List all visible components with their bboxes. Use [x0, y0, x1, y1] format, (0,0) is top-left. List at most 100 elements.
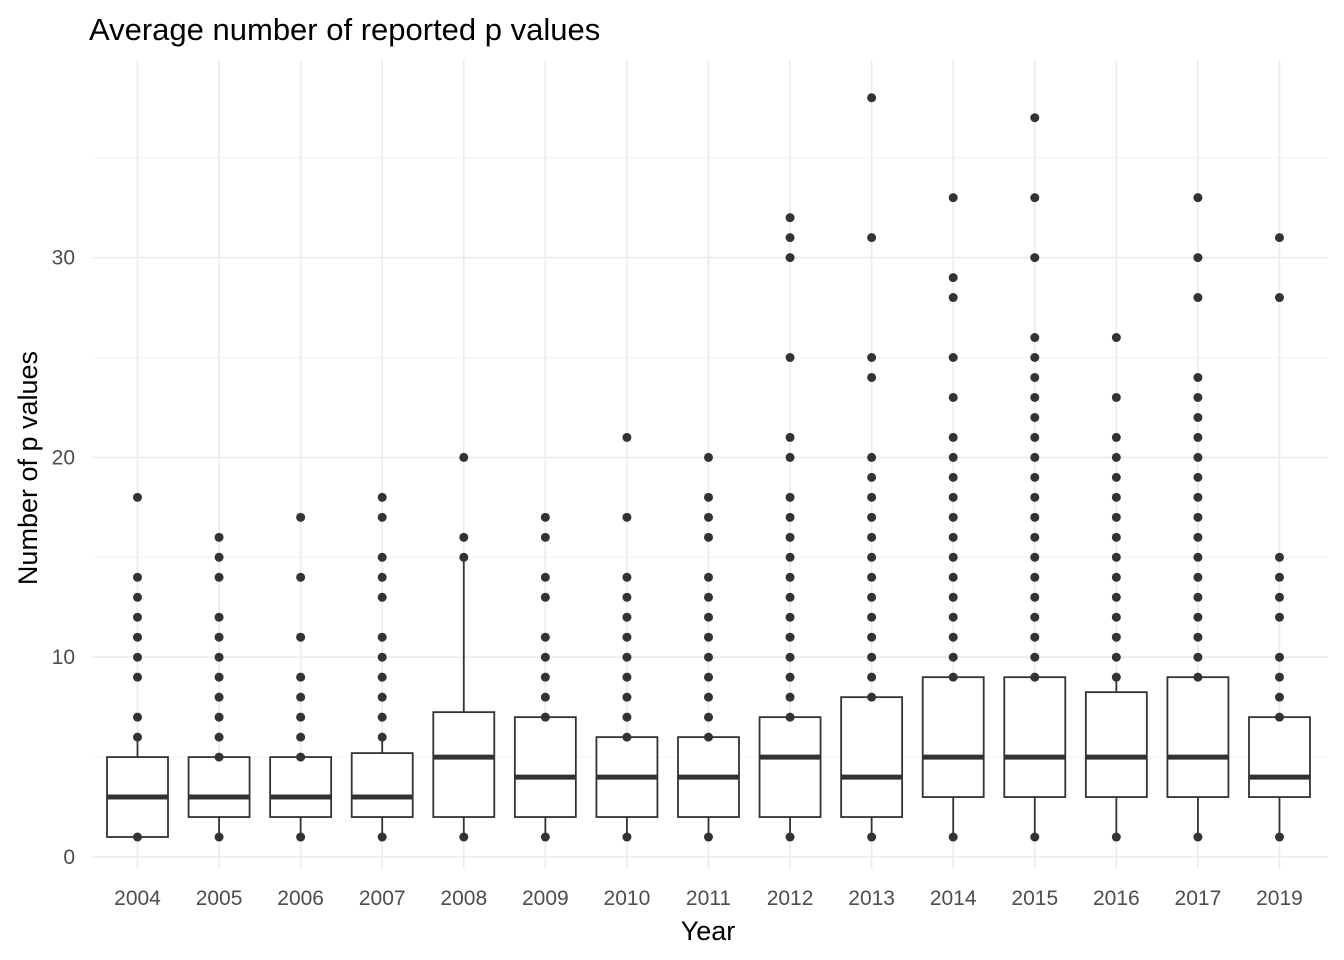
outlier-point: [377, 512, 387, 522]
whisker-end-point: [133, 732, 142, 742]
box-iqr: [840, 696, 904, 818]
outlier-point: [377, 672, 387, 682]
outlier-point: [785, 492, 795, 502]
outlier-point: [948, 273, 958, 283]
outlier-point: [1193, 392, 1203, 402]
outlier-point: [867, 93, 877, 103]
whisker-end-point: [459, 832, 469, 842]
outlier-point: [133, 592, 142, 602]
box-2012: [758, 213, 822, 842]
outlier-point: [948, 652, 958, 662]
box-2010: [595, 432, 659, 842]
outlier-point: [1193, 432, 1203, 442]
outlier-point: [622, 632, 632, 642]
box-2005: [187, 532, 251, 842]
whisker-end-point: [1111, 832, 1121, 842]
outlier-point: [948, 293, 958, 303]
outlier-point: [785, 552, 795, 562]
box-iqr: [187, 756, 251, 818]
outlier-point: [1111, 432, 1121, 442]
outlier-point: [703, 572, 713, 582]
outlier-point: [1111, 552, 1121, 562]
x-tick-label: 2008: [440, 887, 487, 910]
outlier-point: [1274, 592, 1284, 602]
outlier-point: [1274, 692, 1284, 702]
x-tick-label: 2009: [522, 887, 569, 910]
outlier-point: [540, 672, 550, 682]
whisker-end-point: [214, 752, 224, 762]
whisker-end-point: [540, 712, 550, 722]
outlier-point: [703, 652, 713, 662]
x-axis-tick-labels: 2004 2005 2006 2007 2008 2009 2010 2011 2012 2013…: [114, 887, 1303, 910]
outlier-point: [948, 492, 958, 502]
outlier-point: [785, 532, 795, 542]
box-2008: [432, 452, 496, 842]
outlier-point: [540, 692, 550, 702]
box-iqr: [1248, 716, 1311, 798]
outlier-point: [785, 253, 795, 263]
outlier-point: [785, 572, 795, 582]
x-tick-label: 2019: [1256, 887, 1303, 910]
y-tick-label: 0: [63, 846, 75, 869]
outlier-point: [1193, 572, 1203, 582]
outlier-point: [867, 372, 877, 382]
boxes-layer: [106, 93, 1311, 842]
outlier-point: [377, 592, 387, 602]
outlier-point: [867, 353, 877, 362]
outlier-point: [1193, 552, 1203, 562]
outlier-point: [867, 632, 877, 642]
outlier-point: [785, 432, 795, 442]
outlier-point: [1030, 353, 1040, 362]
y-axis-tick-labels: 0 10 20 30: [52, 247, 75, 869]
box-2016: [1084, 333, 1148, 842]
whisker-end-point: [1030, 832, 1040, 842]
outlier-point: [703, 532, 713, 542]
outlier-point: [133, 672, 142, 682]
whisker-end-point: [867, 832, 877, 842]
outlier-point: [948, 452, 958, 462]
outlier-point: [1274, 672, 1284, 682]
outlier-point: [1193, 652, 1203, 662]
outlier-point: [214, 652, 224, 662]
outlier-point: [459, 532, 469, 542]
box-2014: [921, 193, 985, 842]
outlier-point: [1193, 412, 1203, 422]
x-tick-label: 2016: [1093, 887, 1140, 910]
chart-title: Average number of reported p values: [89, 12, 600, 47]
x-tick-label: 2014: [930, 887, 977, 910]
outlier-point: [214, 612, 224, 622]
outlier-point: [785, 632, 795, 642]
whisker-end-point: [1030, 672, 1040, 682]
whisker-end-point: [785, 712, 795, 722]
x-tick-label: 2011: [686, 887, 731, 910]
outlier-point: [785, 452, 795, 462]
x-tick-label: 2005: [196, 887, 243, 910]
box-iqr: [758, 716, 822, 818]
outlier-point: [1274, 612, 1284, 622]
outlier-point: [1111, 652, 1121, 662]
outlier-point: [540, 512, 550, 522]
whisker-end-point: [948, 832, 958, 842]
outlier-point: [1030, 452, 1040, 462]
outlier-point: [459, 452, 469, 462]
outlier-point: [1193, 512, 1203, 522]
x-tick-label: 2010: [604, 887, 651, 910]
whisker-end-point: [296, 832, 306, 842]
outlier-point: [540, 632, 550, 642]
outlier-point: [1274, 652, 1284, 662]
x-axis-title: Year: [681, 916, 736, 946]
outlier-point: [948, 572, 958, 582]
outlier-point: [133, 652, 142, 662]
outlier-point: [867, 532, 877, 542]
outlier-point: [1030, 113, 1040, 123]
outlier-point: [1111, 532, 1121, 542]
outlier-point: [296, 732, 306, 742]
outlier-point: [540, 592, 550, 602]
outlier-point: [540, 572, 550, 582]
outlier-point: [703, 612, 713, 622]
box-2015: [1003, 113, 1067, 842]
outlier-point: [785, 353, 795, 362]
outlier-point: [1193, 372, 1203, 382]
outlier-point: [785, 652, 795, 662]
box-2009: [513, 512, 577, 842]
